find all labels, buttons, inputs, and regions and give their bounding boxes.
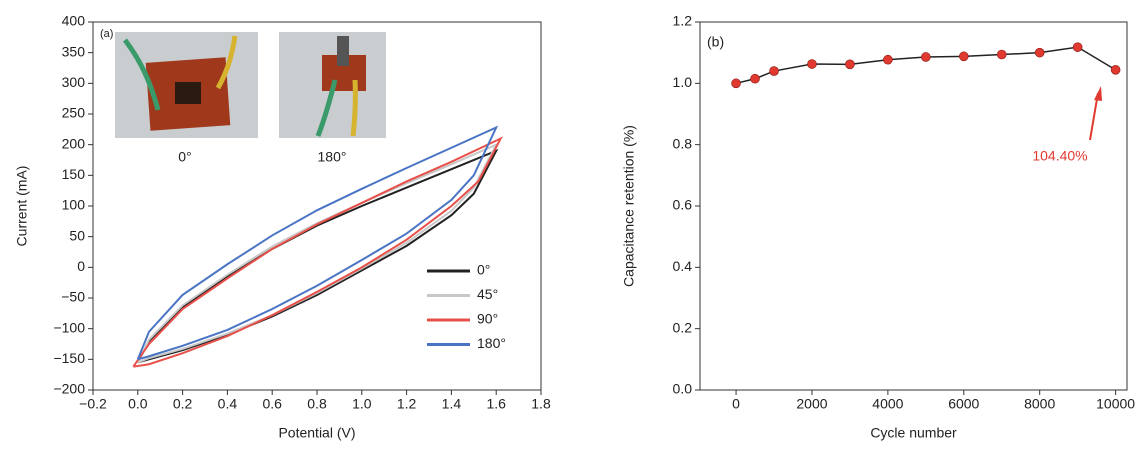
x-tick-label: 1.8 [531,396,551,412]
y-tick-label: 150 [62,166,86,182]
y-tick-label: 0.8 [673,135,693,151]
data-point [731,78,741,89]
y-tick-label: 1.0 [673,74,693,90]
legend-label: 0° [477,262,490,278]
inset-photo [115,32,258,138]
cv-curve [132,136,503,368]
y-tick-label: 0.2 [673,319,693,335]
legend-label: 90° [477,311,498,327]
x-tick-label: 8000 [1024,396,1055,412]
x-tick-label: 0.6 [262,396,282,412]
y-axis-title: Capacitance retention (%) [621,125,637,287]
data-point [1110,65,1121,75]
x-axis-title: Cycle number [870,425,957,441]
x-tick-label: 0 [732,396,740,412]
data-point [1072,42,1083,52]
x-tick-label: 1.6 [486,396,506,412]
arrow-head [1094,86,1102,101]
y-tick-label: −200 [53,381,85,397]
x-tick-label: −0.2 [79,396,107,412]
x-tick-label: 1.0 [352,396,372,412]
y-tick-label: 250 [62,105,86,121]
x-axis-title: Potential (V) [278,425,355,441]
data-point [1034,47,1045,58]
x-tick-label: 10000 [1096,396,1135,412]
panel-label: (a) [100,28,113,40]
cv-curve [136,142,499,364]
x-tick-label: 4000 [872,396,903,412]
y-tick-label: 400 [62,13,86,29]
data-point [750,73,760,84]
y-tick-label: 0.4 [673,258,693,274]
x-tick-label: 0.2 [173,396,193,412]
y-tick-label: 300 [62,74,86,90]
legend-label: 180° [477,335,506,351]
y-tick-label: 0.0 [673,381,693,397]
x-tick-label: 0.8 [307,396,327,412]
legend-label: 45° [477,286,498,302]
data-point [769,66,779,76]
y-tick-label: 1.2 [673,13,693,29]
y-tick-label: 0.6 [673,197,693,213]
cv-curve [136,125,499,361]
x-tick-label: 1.4 [442,396,462,412]
inset-photo [279,32,386,138]
y-tick-label: −50 [61,289,85,305]
inset-label: 0° [178,149,191,165]
y-tick-label: −100 [53,319,85,335]
y-tick-label: 50 [69,227,85,243]
data-point [996,49,1007,60]
y-tick-label: 0 [77,258,85,274]
y-tick-label: 100 [62,197,86,213]
panel-label: (b) [707,34,724,50]
y-tick-label: 200 [62,135,86,151]
data-point [921,52,931,62]
annotation: 104.40% [1032,148,1087,164]
y-axis-title: Current (mA) [14,166,30,247]
annotation-arrow [1089,92,1099,141]
data-point [958,51,969,62]
data-point [807,59,817,69]
y-tick-label: 350 [62,43,86,59]
x-tick-label: 6000 [948,396,979,412]
x-tick-label: 1.2 [397,396,417,412]
x-tick-label: 2000 [796,396,827,412]
inset-label: 180° [318,149,347,165]
plot-frame [699,21,1128,391]
cv-curve [136,148,499,364]
data-point [883,54,893,65]
data-point [845,59,855,70]
y-tick-label: −150 [53,350,85,366]
x-tick-label: 0.4 [218,396,238,412]
x-tick-label: 0.0 [128,396,148,412]
